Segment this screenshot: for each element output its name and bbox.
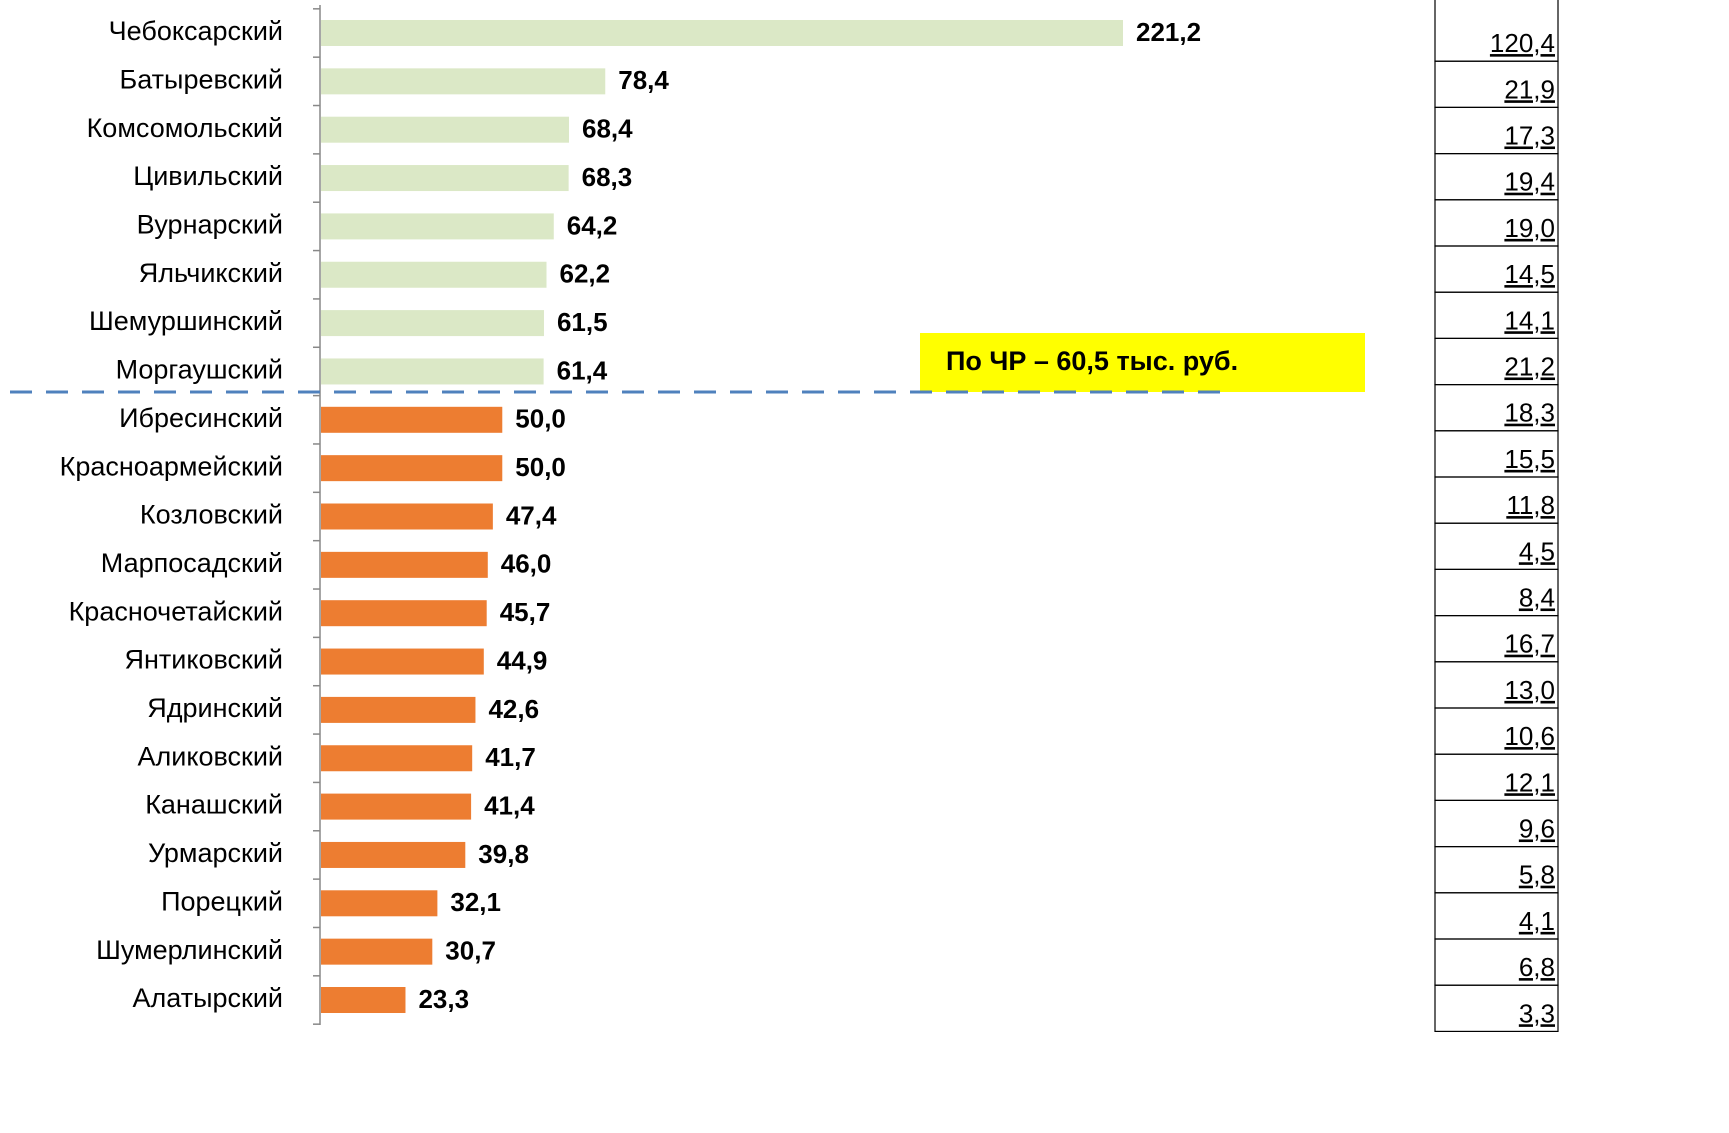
table-value: 14,5 [1504, 259, 1555, 289]
bar [321, 213, 554, 240]
table-value: 14,1 [1504, 305, 1555, 335]
bar [321, 648, 484, 675]
bar [321, 20, 1123, 46]
table-value: 11,8 [1506, 490, 1555, 520]
value-label: 23,3 [418, 984, 469, 1014]
category-label: Цивильский [133, 161, 283, 191]
value-label: 61,5 [557, 307, 608, 337]
table-value: 3,3 [1519, 998, 1555, 1028]
table-cell [1434, 984, 1559, 1033]
category-label: Ядринский [147, 693, 283, 723]
table-value: 8,4 [1519, 582, 1555, 612]
bar [321, 890, 438, 917]
table-value: 21,2 [1504, 351, 1555, 381]
table-value: 120,4 [1490, 28, 1555, 58]
table-value: 17,3 [1504, 120, 1555, 150]
bar [321, 938, 433, 965]
value-label: 47,4 [506, 500, 557, 530]
bar [321, 455, 503, 482]
value-label: 39,8 [478, 839, 529, 869]
table-value: 4,1 [1519, 906, 1555, 936]
category-label: Красноармейский [60, 451, 283, 481]
category-label: Алатырский [133, 983, 283, 1013]
category-label: Шумерлинский [96, 935, 283, 965]
category-label: Ибресинский [119, 403, 283, 433]
bar [321, 987, 406, 1013]
category-label: Урмарский [148, 838, 283, 868]
category-label: Красночетайский [69, 596, 283, 626]
bar [321, 116, 569, 143]
value-label: 50,0 [515, 452, 566, 482]
bar [321, 165, 569, 192]
bar [321, 261, 547, 288]
value-label: 32,1 [450, 887, 501, 917]
annotation: По ЧР – 60,5 тыс. руб. [946, 346, 1238, 376]
category-label: Янтиковский [124, 645, 283, 675]
category-label: Марпосадский [101, 548, 283, 578]
table-value: 16,7 [1504, 629, 1555, 659]
category-label: Комсомольский [87, 113, 283, 143]
category-label: Чебоксарский [109, 16, 283, 46]
value-label: 46,0 [501, 549, 552, 579]
value-label: 62,2 [560, 259, 611, 289]
value-label: 68,3 [582, 162, 633, 192]
value-label: 42,6 [488, 694, 539, 724]
value-label: 41,4 [484, 790, 535, 820]
annotation-box [920, 333, 1365, 392]
bar [321, 551, 488, 578]
value-label: 41,7 [485, 742, 536, 772]
value-label: 61,4 [557, 355, 608, 385]
table-value: 19,0 [1504, 213, 1555, 243]
bar [321, 68, 606, 95]
table-value: 5,8 [1519, 860, 1555, 890]
value-label: 64,2 [567, 210, 618, 240]
bar [321, 358, 544, 385]
category-label: Канашский [145, 790, 283, 820]
value-label: 78,4 [618, 65, 669, 95]
bar [321, 600, 487, 627]
bar [321, 503, 493, 530]
category-label: Аликовский [138, 741, 284, 771]
table-value: 21,9 [1504, 74, 1555, 104]
bar [321, 841, 466, 868]
table-value: 15,5 [1504, 444, 1555, 474]
category-label: Вурнарский [137, 210, 283, 240]
category-label: Порецкий [161, 886, 283, 916]
table-value: 18,3 [1504, 398, 1555, 428]
table-value: 12,1 [1504, 767, 1555, 797]
table-value: 10,6 [1504, 721, 1555, 751]
bar [321, 793, 472, 820]
bar [321, 745, 473, 772]
bar [321, 310, 544, 337]
table-value: 6,8 [1519, 952, 1555, 982]
category-label: Батыревский [120, 64, 283, 94]
category-label: Моргаушский [116, 355, 283, 385]
table-value: 13,0 [1504, 675, 1555, 705]
bar [321, 406, 503, 433]
value-label: 44,9 [497, 645, 548, 675]
table-value: 4,5 [1519, 536, 1555, 566]
value-label: 45,7 [500, 597, 551, 627]
bar [321, 696, 476, 723]
table-value: 9,6 [1519, 813, 1555, 843]
value-label: 30,7 [445, 936, 496, 966]
value-label: 221,2 [1136, 17, 1201, 47]
category-label: Яльчикский [139, 258, 283, 288]
value-label: 50,0 [515, 404, 566, 434]
value-label: 68,4 [582, 114, 633, 144]
category-label: Козловский [140, 500, 283, 530]
table-value: 19,4 [1504, 167, 1555, 197]
category-label: Шемуршинский [89, 306, 283, 336]
